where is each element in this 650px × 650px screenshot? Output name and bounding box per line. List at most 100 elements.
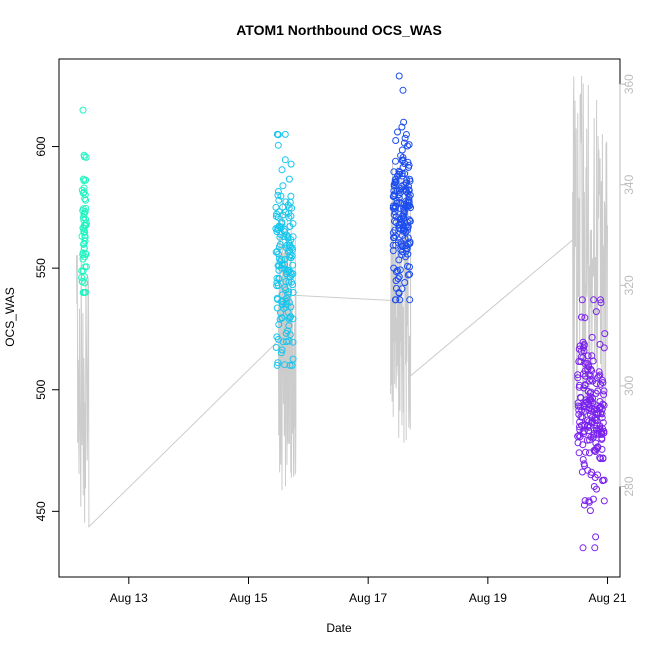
data-point — [592, 380, 600, 388]
data-point — [275, 262, 283, 270]
data-point — [589, 495, 597, 503]
data-point — [401, 279, 409, 286]
data-point — [289, 261, 297, 269]
data-point — [592, 308, 600, 316]
y-tick-label: 450 — [34, 501, 48, 521]
data-point — [597, 296, 604, 304]
line-series-path — [76, 75, 608, 528]
right-y-tick-label: 360 — [622, 74, 636, 94]
data-point — [393, 267, 401, 275]
data-point — [289, 220, 297, 228]
right-y-axis: 280 300 320 340 360 — [619, 74, 636, 496]
data-point — [588, 352, 596, 360]
data-point — [585, 418, 593, 426]
data-point — [283, 338, 290, 346]
data-point — [405, 202, 413, 210]
data-point — [579, 544, 587, 552]
data-point — [278, 220, 286, 228]
data-point — [392, 219, 400, 227]
data-point — [581, 382, 589, 390]
data-point — [589, 417, 597, 425]
data-point — [278, 256, 285, 264]
data-point — [579, 370, 587, 378]
data-point — [596, 454, 604, 462]
data-point — [283, 294, 291, 302]
data-point — [391, 208, 399, 216]
data-point — [280, 304, 288, 312]
y-tick-label: 500 — [34, 379, 48, 399]
data-point — [284, 233, 292, 241]
data-point — [288, 278, 295, 286]
data-point — [278, 261, 286, 269]
data-point — [578, 468, 586, 476]
data-point — [81, 234, 89, 242]
data-point — [80, 153, 88, 161]
right-y-tick-label: 320 — [622, 275, 636, 295]
data-point — [585, 363, 593, 371]
data-point — [578, 313, 585, 321]
data-point — [400, 118, 408, 126]
data-point — [289, 315, 297, 323]
data-point — [594, 430, 602, 438]
data-point — [401, 160, 409, 168]
data-point — [581, 462, 588, 470]
data-point — [593, 485, 600, 493]
data-point — [81, 253, 89, 261]
data-point — [284, 327, 291, 335]
y-axis: 450 500 550 600 — [34, 136, 59, 521]
data-point — [392, 232, 399, 240]
data-point — [389, 247, 397, 255]
data-point — [404, 224, 412, 232]
x-tick-label: Aug 17 — [349, 591, 387, 605]
data-point — [282, 286, 290, 294]
data-point — [590, 296, 598, 304]
data-point — [585, 497, 593, 505]
x-axis: Aug 13 Aug 15 Aug 17 Aug 19 Aug 21 — [110, 576, 627, 605]
data-point — [394, 239, 402, 247]
right-y-tick-label: 300 — [622, 376, 636, 396]
data-point — [587, 388, 595, 396]
data-point — [586, 377, 594, 385]
data-point — [599, 419, 607, 427]
data-point — [403, 218, 411, 226]
data-point — [389, 204, 397, 212]
data-point — [397, 246, 405, 254]
data-point — [579, 456, 587, 463]
data-point — [599, 455, 607, 463]
data-point — [395, 72, 403, 80]
data-point — [393, 197, 401, 205]
line-series — [76, 75, 608, 528]
data-point — [597, 299, 605, 307]
data-point — [81, 195, 89, 203]
data-point — [594, 471, 602, 479]
data-point — [580, 501, 588, 509]
data-point — [396, 168, 404, 176]
data-point — [275, 250, 282, 258]
data-point — [403, 226, 411, 234]
data-point — [588, 468, 596, 476]
data-point — [578, 413, 586, 421]
data-point — [278, 166, 286, 174]
x-tick-label: Aug 13 — [110, 591, 148, 605]
right-y-tick-label: 340 — [622, 174, 636, 194]
data-point — [579, 428, 587, 436]
data-point — [81, 263, 89, 271]
data-point — [589, 395, 596, 403]
data-point — [288, 204, 296, 212]
data-point — [406, 263, 413, 271]
data-point — [587, 375, 595, 383]
data-point — [394, 128, 401, 136]
data-point — [82, 288, 89, 296]
data-point — [397, 238, 405, 246]
data-point — [588, 333, 596, 341]
data-point — [583, 436, 591, 444]
data-point — [401, 234, 409, 242]
data-point — [402, 201, 410, 209]
data-point — [400, 215, 407, 222]
data-point — [285, 175, 293, 183]
data-point — [285, 278, 293, 286]
data-point — [275, 321, 283, 328]
data-point — [395, 256, 403, 264]
data-point — [395, 273, 403, 281]
